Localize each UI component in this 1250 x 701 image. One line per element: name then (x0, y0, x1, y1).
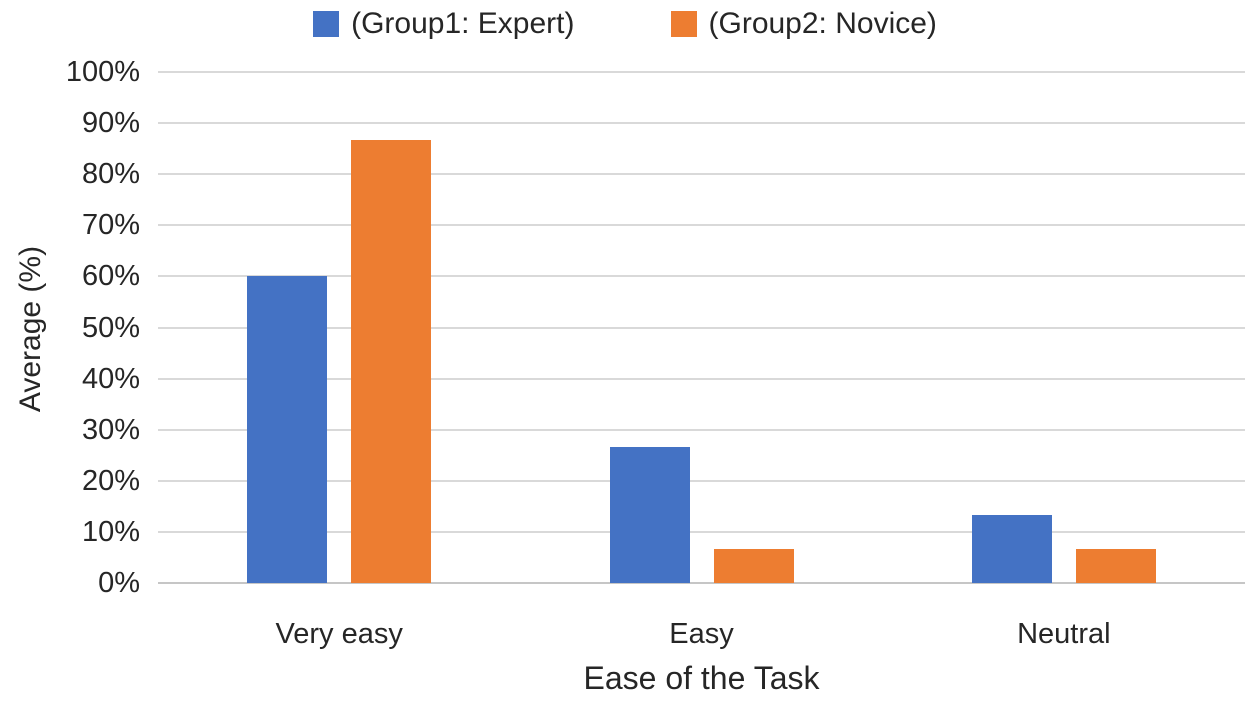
legend-swatch-group1-icon (313, 11, 340, 37)
y-tick-label: 60% (81, 260, 140, 293)
gridline (158, 173, 1245, 176)
y-tick-label: 40% (81, 362, 140, 395)
gridline (158, 224, 1245, 227)
chart-legend: (Group1: Expert) (Group2: Novice) (0, 4, 1250, 44)
y-tick-label: 0% (98, 567, 140, 599)
legend-label-group2: (Group2: Novice) (708, 7, 937, 40)
gridline (158, 71, 1245, 73)
y-tick-label: 30% (81, 413, 140, 446)
x-axis-line (158, 582, 1245, 584)
gridline (158, 530, 1245, 533)
gridline (158, 377, 1245, 380)
bar-series1-neutral (971, 515, 1052, 583)
gridline (158, 326, 1245, 329)
x-axis-title: Ease of the Task (583, 660, 820, 696)
legend-item-group1: (Group1: Expert) (313, 6, 575, 42)
plot-area (158, 71, 1245, 584)
legend-swatch-group2-icon (670, 11, 697, 37)
bar-series1-very-easy (247, 276, 328, 583)
y-tick-label: 20% (81, 464, 140, 497)
bar-series2-easy (713, 548, 794, 583)
bar-series1-easy (609, 446, 690, 583)
x-axis-category-labels: Very easy Easy Neutral (158, 616, 1245, 652)
x-category-label: Very easy (275, 618, 403, 650)
legend-item-group2: (Group2: Novice) (670, 6, 937, 42)
legend-label-group1: (Group1: Expert) (351, 7, 575, 40)
gridline (158, 479, 1245, 482)
gridline (158, 275, 1245, 278)
y-tick-label: 90% (81, 107, 140, 140)
x-category-label: Easy (669, 618, 734, 650)
gridline (158, 428, 1245, 431)
bar-series2-neutral (1075, 548, 1156, 583)
y-tick-label: 10% (81, 515, 140, 548)
gridline (158, 122, 1245, 125)
bar-series2-very-easy (351, 139, 432, 583)
y-tick-label: 50% (81, 311, 140, 344)
x-category-label: Neutral (1017, 618, 1111, 650)
y-tick-label: 100% (65, 56, 140, 88)
y-tick-label: 70% (81, 209, 140, 242)
y-tick-label: 80% (81, 158, 140, 191)
y-axis-tick-labels: 0% 10% 20% 30% 40% 50% 60% 70% 80% 90% 100% (0, 56, 140, 599)
